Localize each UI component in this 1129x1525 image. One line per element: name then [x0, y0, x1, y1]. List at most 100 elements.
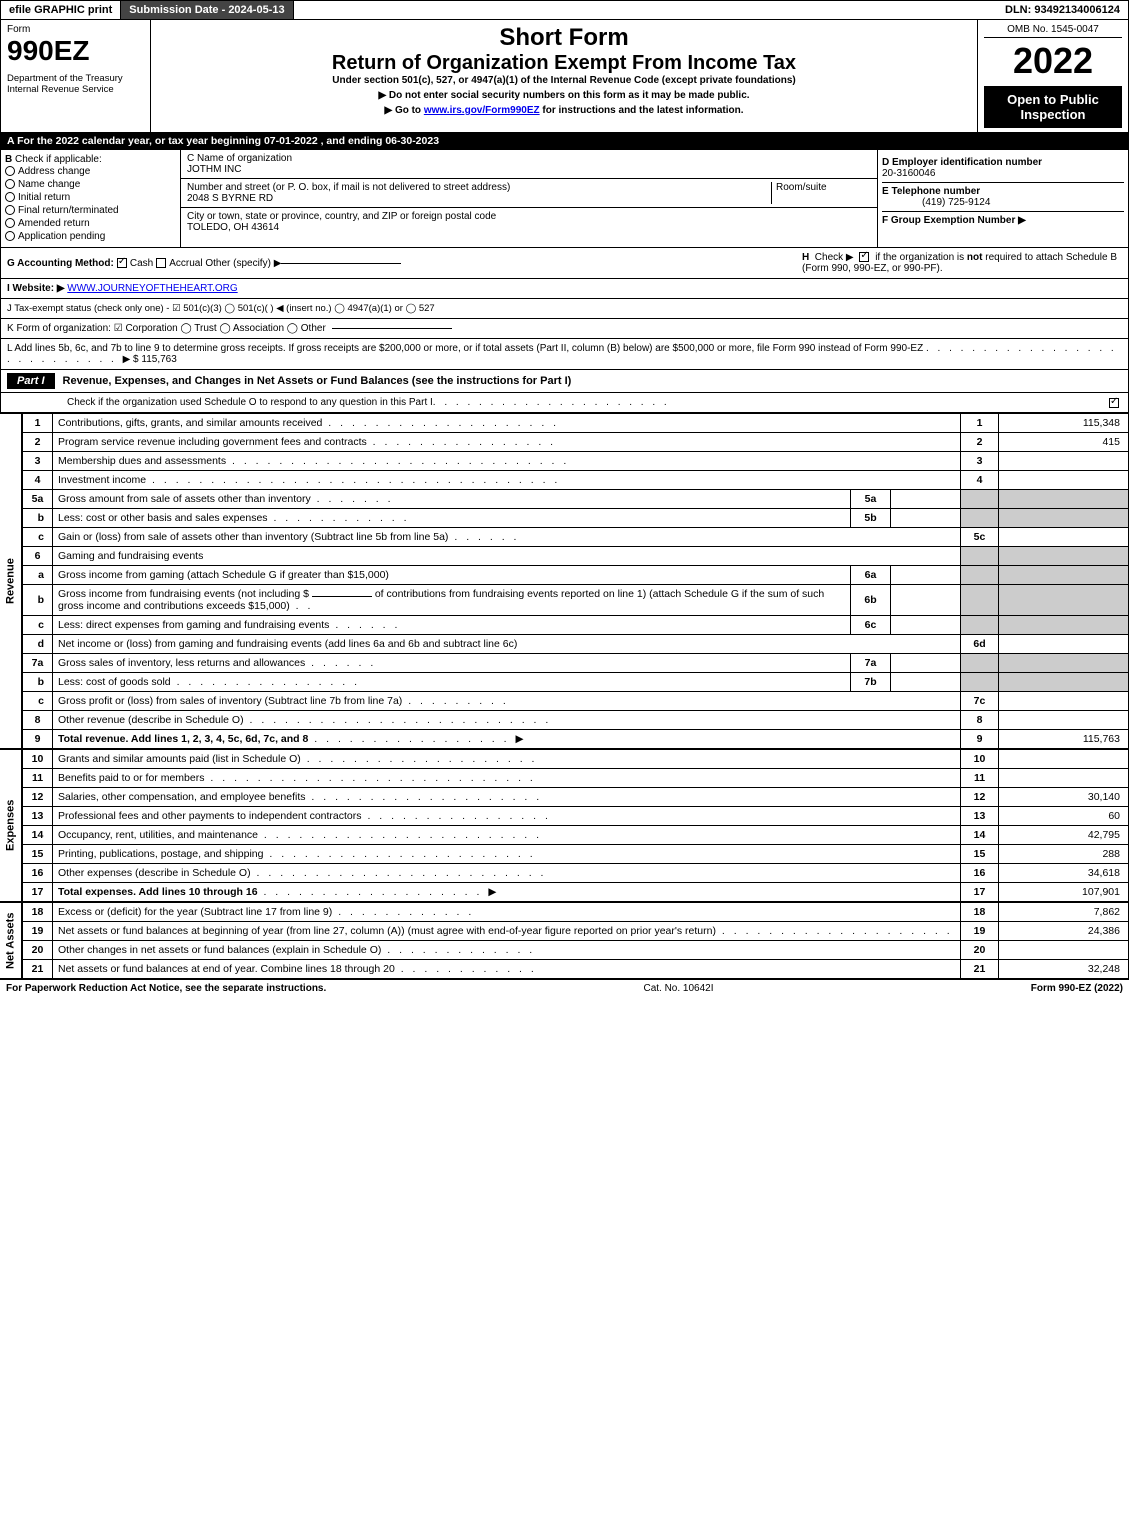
- footer-left: For Paperwork Reduction Act Notice, see …: [6, 983, 326, 994]
- l1-a: 115,348: [999, 414, 1129, 433]
- l1-n: 1: [23, 414, 53, 433]
- l6b-n: b: [23, 585, 53, 616]
- chk-name[interactable]: [5, 179, 15, 189]
- chk-pending[interactable]: [5, 231, 15, 241]
- box-d: D Employer identification number 20-3160…: [878, 150, 1128, 247]
- l2-a: 415: [999, 433, 1129, 452]
- form-number: 990EZ: [7, 35, 144, 67]
- box-b: B Check if applicable: Address change Na…: [1, 150, 181, 247]
- l5b-mb: 5b: [851, 509, 891, 528]
- l6d-t: Net income or (loss) from gaming and fun…: [58, 638, 517, 650]
- h-not: not: [967, 252, 983, 263]
- chk-final[interactable]: [5, 205, 15, 215]
- g-other: Other (specify) ▶: [205, 258, 281, 269]
- l7a-v: [891, 654, 961, 673]
- part-i-header: Part I Revenue, Expenses, and Changes in…: [0, 370, 1129, 393]
- dln: DLN: 93492134006124: [997, 1, 1128, 19]
- phone: (419) 725-9124: [882, 197, 990, 208]
- form-header: Form 990EZ Department of the Treasury In…: [0, 20, 1129, 133]
- grey: [961, 673, 999, 692]
- l14-b: 14: [961, 826, 999, 845]
- l6d-b: 6d: [961, 635, 999, 654]
- l5a-v: [891, 490, 961, 509]
- side-net-assets: Net Assets: [0, 902, 22, 979]
- city: TOLEDO, OH 43614: [187, 222, 279, 233]
- arrow-line-1: ▶ Do not enter social security numbers o…: [157, 90, 971, 101]
- omb: OMB No. 1545-0047: [984, 24, 1122, 38]
- l10-n: 10: [23, 750, 53, 769]
- arrow2-post: for instructions and the latest informat…: [540, 105, 744, 116]
- street-label: Number and street (or P. O. box, if mail…: [187, 182, 510, 193]
- l6c-t: Less: direct expenses from gaming and fu…: [58, 619, 329, 631]
- ein: 20-3160046: [882, 168, 935, 179]
- chk-amended[interactable]: [5, 218, 15, 228]
- l7b-t: Less: cost of goods sold: [58, 676, 171, 688]
- l3-n: 3: [23, 452, 53, 471]
- l13-a: 60: [999, 807, 1129, 826]
- l9-t: Total revenue. Add lines 1, 2, 3, 4, 5c,…: [58, 733, 308, 745]
- l10-a: [999, 750, 1129, 769]
- l7a-t: Gross sales of inventory, less returns a…: [58, 657, 305, 669]
- f-label: F Group Exemption Number ▶: [882, 215, 1026, 226]
- irs-link[interactable]: www.irs.gov/Form990EZ: [424, 105, 540, 116]
- l21-b: 21: [961, 960, 999, 979]
- chk-address[interactable]: [5, 166, 15, 176]
- g-other-line: [281, 263, 401, 264]
- grey: [961, 490, 999, 509]
- submission-date: Submission Date - 2024-05-13: [121, 1, 293, 19]
- l8-t: Other revenue (describe in Schedule O): [58, 714, 244, 726]
- b-amend: Amended return: [18, 218, 90, 229]
- row-k: K Form of organization: ☑ Corporation ◯ …: [0, 319, 1129, 339]
- grey: [961, 585, 999, 616]
- l19-b: 19: [961, 922, 999, 941]
- b-name: Name change: [18, 179, 80, 190]
- l5b-t: Less: cost or other basis and sales expe…: [58, 512, 268, 524]
- l10-t: Grants and similar amounts paid (list in…: [58, 753, 301, 765]
- grey: [999, 673, 1129, 692]
- dept-1: Department of the Treasury: [7, 73, 144, 84]
- spacer: [294, 1, 997, 19]
- k-other-line: [332, 328, 452, 329]
- l12-t: Salaries, other compensation, and employ…: [58, 791, 305, 803]
- grey: [999, 654, 1129, 673]
- l21-a: 32,248: [999, 960, 1129, 979]
- row-g: G Accounting Method: Cash Accrual Other …: [0, 248, 1129, 279]
- grey: [999, 490, 1129, 509]
- l4-b: 4: [961, 471, 999, 490]
- side-expenses: Expenses: [0, 749, 22, 902]
- l4-a: [999, 471, 1129, 490]
- efile-label: efile GRAPHIC print: [1, 1, 121, 19]
- i-label: I Website: ▶: [7, 283, 65, 294]
- l5c-n: c: [23, 528, 53, 547]
- l10-b: 10: [961, 750, 999, 769]
- l5a-mb: 5a: [851, 490, 891, 509]
- chk-initial[interactable]: [5, 192, 15, 202]
- chk-cash[interactable]: [117, 258, 127, 268]
- b-addr: Address change: [18, 166, 90, 177]
- l7c-b: 7c: [961, 692, 999, 711]
- k-text: K Form of organization: ☑ Corporation ◯ …: [7, 323, 326, 334]
- l7a-mb: 7a: [851, 654, 891, 673]
- chk-h[interactable]: [859, 252, 869, 262]
- l16-n: 16: [23, 864, 53, 883]
- chk-accrual[interactable]: [156, 258, 166, 268]
- l6d-a: [999, 635, 1129, 654]
- grey: [961, 654, 999, 673]
- l19-a: 24,386: [999, 922, 1129, 941]
- l18-n: 18: [23, 903, 53, 922]
- b-app: Application pending: [18, 231, 105, 242]
- website-link[interactable]: WWW.JOURNEYOFTHEHEART.ORG: [67, 283, 237, 294]
- l15-b: 15: [961, 845, 999, 864]
- j-text: J Tax-exempt status (check only one) - ☑…: [7, 303, 435, 314]
- chk-part-i[interactable]: [1109, 398, 1119, 408]
- l21-t: Net assets or fund balances at end of ye…: [58, 963, 395, 975]
- open-to-public: Open to Public Inspection: [984, 86, 1122, 128]
- l7b-n: b: [23, 673, 53, 692]
- grey: [961, 616, 999, 635]
- l2-t: Program service revenue including govern…: [58, 436, 367, 448]
- l7b-mb: 7b: [851, 673, 891, 692]
- top-bar: efile GRAPHIC print Submission Date - 20…: [0, 0, 1129, 20]
- l13-n: 13: [23, 807, 53, 826]
- h-t2: if the organization is: [875, 252, 967, 263]
- c-street-row: Number and street (or P. O. box, if mail…: [181, 179, 877, 208]
